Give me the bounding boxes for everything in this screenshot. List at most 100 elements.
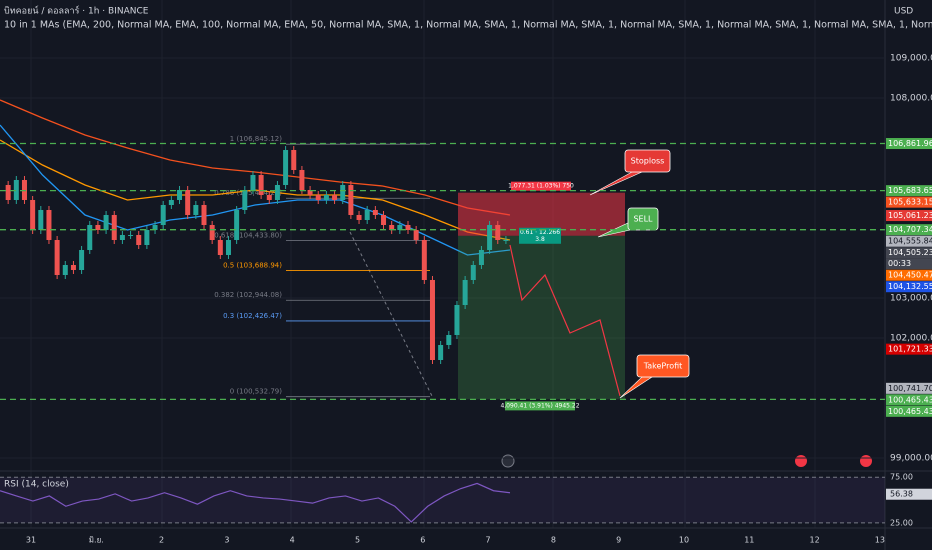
candle — [462, 280, 468, 305]
rsi-band — [0, 477, 885, 523]
candle — [209, 225, 215, 240]
candle — [470, 265, 476, 280]
candle — [234, 210, 240, 240]
candle — [79, 250, 85, 270]
candle — [46, 210, 52, 240]
fib-label: 0.618 (104,433.80) — [214, 232, 282, 240]
price-tag-label: 101,721.33 — [888, 345, 932, 354]
candle — [225, 240, 231, 255]
candle — [503, 240, 509, 241]
symbol: บิทคอยน์ / ดอลลาร์ · 1h · BINANCE — [4, 5, 149, 17]
y-tick-label: 75.00 — [890, 473, 913, 482]
candle — [421, 240, 427, 280]
price-tag-label: 105,683.65 — [888, 186, 932, 195]
candle — [70, 265, 76, 270]
candle — [348, 185, 354, 215]
candle — [201, 205, 207, 225]
currency: USD — [894, 7, 913, 17]
x-tick-label: 10 — [679, 536, 689, 545]
rsi-tag-label: 56.38 — [890, 490, 913, 499]
x-tick-label: 13 — [875, 536, 885, 545]
candle — [274, 185, 280, 200]
candle — [438, 345, 444, 360]
y-tick-label: 108,000.00 — [890, 94, 932, 104]
price-tag — [886, 185, 932, 197]
indicator-legend: 10 in 1 MAs (EMA, 200, Normal MA, EMA, 1… — [4, 20, 932, 31]
candle — [283, 150, 289, 185]
stop-label-bg — [511, 181, 571, 191]
callout — [624, 149, 671, 173]
callout-text: SELL — [633, 215, 653, 224]
candle — [356, 215, 362, 220]
candle — [185, 190, 191, 215]
rsi-line — [0, 482, 511, 523]
candle — [446, 335, 452, 345]
candle — [478, 250, 484, 265]
target-label: 4,090.41 (3.91%) 4945.22 — [500, 402, 579, 409]
price-tag — [886, 235, 932, 247]
candle — [495, 225, 501, 240]
fib-label: 0.786 (105,494.28) — [214, 189, 282, 197]
y-tick-label: 25.00 — [890, 518, 913, 527]
x-tick-label: 2 — [159, 536, 164, 545]
candle — [62, 265, 68, 275]
price-tag-label: 100,465.43 — [888, 407, 932, 416]
candle — [38, 210, 44, 230]
y-tick-label: 109,000.00 — [890, 54, 932, 64]
x-tick-label: 8 — [551, 536, 556, 545]
candle — [307, 190, 313, 195]
x-tick-label: 3 — [224, 536, 229, 545]
callout — [636, 354, 690, 378]
x-tick-label: 12 — [810, 536, 820, 545]
x-tick-label: 7 — [486, 536, 491, 545]
x-tick-label: 6 — [420, 536, 425, 545]
candle — [193, 205, 199, 215]
forecast-path — [509, 244, 621, 397]
target-zone — [458, 235, 625, 400]
y-tick-label: 102,000.00 — [890, 334, 932, 344]
price-tag — [886, 138, 932, 150]
moving-average — [0, 99, 511, 216]
fib-label: 0 (100,532.79) — [230, 388, 282, 396]
candle — [111, 215, 117, 240]
candle — [144, 230, 150, 245]
price-tag-label: 106,861.96 — [888, 139, 932, 148]
candle — [323, 195, 329, 200]
candle — [128, 235, 134, 236]
y-tick-label: 99,000.00 — [890, 454, 932, 464]
price-tag — [886, 343, 932, 355]
price-tag-label: 104,132.55 — [888, 282, 932, 291]
candle — [119, 235, 125, 240]
candle — [95, 225, 101, 230]
x-tick-label: 11 — [744, 536, 754, 545]
candle — [266, 195, 272, 200]
entry-label: 3.8 — [535, 236, 545, 243]
candle — [87, 225, 93, 250]
candle — [13, 180, 19, 200]
fib-label: 0.3 (102,426.47) — [223, 312, 282, 320]
candle — [177, 190, 183, 200]
candle — [30, 200, 36, 230]
price-tag — [886, 281, 932, 293]
price-tag — [886, 269, 932, 281]
x-tick-label: 31 — [26, 536, 36, 545]
callout-text: TakeProfit — [643, 362, 683, 371]
candle — [332, 195, 338, 200]
candle — [217, 240, 223, 255]
price-tag — [886, 196, 932, 208]
price-tag — [886, 210, 932, 222]
x-tick-label: 5 — [355, 536, 360, 545]
candle — [405, 225, 411, 230]
candle — [168, 200, 174, 205]
moving-average — [0, 124, 511, 256]
price-tag-label: 104,555.84 — [888, 237, 932, 246]
x-tick-label: มิ.ย. — [89, 536, 104, 545]
candle — [242, 190, 248, 210]
fib-label: 0.5 (103,688.94) — [223, 261, 282, 269]
price-tag — [886, 382, 932, 394]
countdown: 00:33 — [888, 259, 911, 268]
candle — [372, 210, 378, 215]
candle — [364, 210, 370, 220]
candle — [21, 180, 27, 200]
